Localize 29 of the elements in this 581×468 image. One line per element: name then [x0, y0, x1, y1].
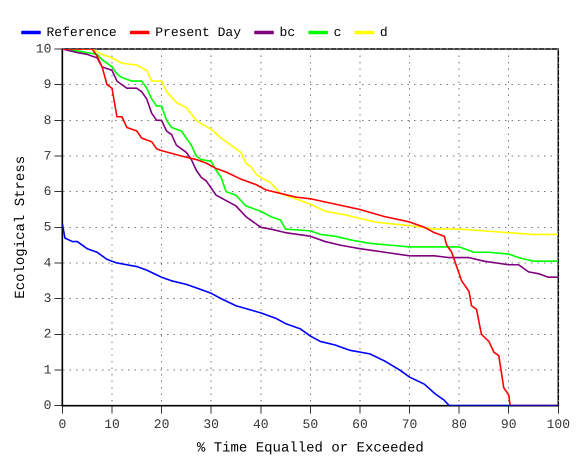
y-tick-label: 3: [44, 291, 52, 306]
y-axis-title: Ecological Stress: [13, 156, 30, 299]
x-axis-title: % Time Equalled or Exceeded: [196, 440, 424, 456]
legend-label: Present Day: [155, 24, 242, 40]
y-tick-label: 5: [44, 220, 52, 235]
legend-label: c: [334, 24, 342, 40]
legend-label: bc: [280, 24, 296, 40]
y-tick-label: 2: [44, 326, 52, 342]
x-tick-label: 60: [352, 416, 368, 432]
x-tick-label: 80: [451, 416, 467, 432]
y-tick-label: 4: [44, 255, 52, 270]
legend-label: d: [380, 24, 388, 40]
y-tick-label: 7: [44, 148, 52, 164]
x-tick-label: 20: [154, 416, 170, 432]
y-tick-label: 8: [44, 112, 52, 128]
y-tick-label: 10: [36, 41, 52, 56]
x-tick-label: 30: [203, 416, 219, 432]
y-tick-label: 9: [44, 77, 52, 92]
y-tick-label: 1: [44, 362, 52, 378]
x-tick-label: 10: [104, 416, 120, 432]
y-tick-label: 0: [44, 398, 52, 414]
x-tick-label: 50: [302, 416, 318, 432]
x-tick-label: 0: [58, 416, 66, 432]
y-tick-label: 6: [44, 184, 52, 200]
x-tick-label: 70: [402, 416, 418, 432]
x-tick-label: 100: [546, 416, 570, 432]
x-tick-label: 90: [500, 416, 517, 432]
legend-label: Reference: [46, 24, 117, 40]
x-tick-label: 40: [252, 416, 269, 432]
